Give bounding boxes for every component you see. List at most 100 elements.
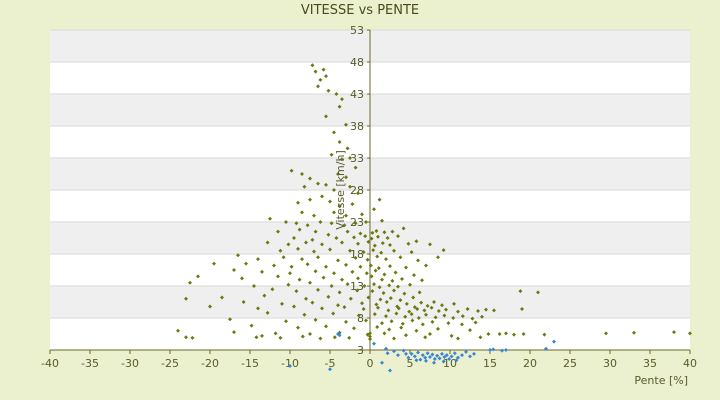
data-point (442, 355, 447, 360)
data-point (300, 210, 304, 215)
data-point (366, 295, 371, 300)
y-tick-label: 33 (350, 152, 364, 165)
data-point (388, 264, 392, 269)
data-point (212, 261, 216, 266)
data-point (394, 311, 399, 316)
data-point (409, 312, 414, 317)
x-tick-label: -5 (325, 357, 336, 370)
data-point (416, 258, 420, 263)
data-point (308, 280, 312, 285)
data-point (428, 332, 432, 336)
data-point (404, 265, 408, 270)
data-point (184, 296, 188, 301)
data-point (364, 318, 368, 323)
data-point (440, 303, 444, 308)
data-point (460, 322, 464, 327)
data-point (292, 236, 296, 240)
data-point (491, 347, 496, 352)
data-points (176, 63, 692, 373)
data-point (447, 356, 452, 361)
data-point (318, 220, 323, 224)
data-point (377, 285, 382, 290)
data-point (276, 229, 280, 234)
data-point (369, 236, 374, 241)
data-point (375, 324, 380, 329)
x-axis-label: Pente [%] (634, 374, 688, 387)
y-tick-label: 23 (350, 216, 364, 229)
data-point (337, 104, 342, 109)
data-point (406, 241, 411, 246)
data-point (401, 226, 406, 231)
data-point (512, 332, 516, 337)
data-point (456, 336, 460, 341)
data-point (371, 248, 376, 253)
data-point (444, 353, 449, 358)
data-point (390, 229, 395, 234)
data-point (382, 272, 387, 277)
data-point (420, 353, 425, 358)
data-point (478, 335, 483, 340)
data-point (376, 266, 381, 271)
data-point (387, 283, 392, 288)
data-point (433, 315, 438, 320)
data-point (300, 334, 305, 339)
x-tick-label: -35 (81, 357, 99, 370)
x-tick-label: 5 (407, 357, 414, 370)
data-point (387, 327, 392, 332)
data-point (356, 313, 361, 318)
data-point (208, 304, 212, 309)
data-point (452, 301, 456, 306)
data-point (313, 69, 318, 74)
data-point (375, 254, 380, 259)
data-point (272, 263, 276, 268)
data-point (296, 246, 300, 251)
data-point (452, 351, 457, 356)
data-point (392, 349, 396, 354)
data-point (289, 168, 294, 173)
data-point (196, 274, 200, 279)
y-tick-label: 53 (350, 24, 364, 37)
data-point (270, 287, 275, 292)
data-point (470, 316, 475, 321)
data-point (396, 306, 401, 311)
data-point (244, 261, 248, 266)
data-point (316, 181, 320, 186)
data-point (300, 257, 304, 262)
data-point (342, 223, 347, 228)
data-point (284, 319, 288, 324)
data-point (288, 364, 292, 368)
data-point (318, 77, 323, 82)
data-point (451, 316, 456, 320)
data-point (368, 337, 372, 342)
y-tick-label: 3 (357, 344, 364, 357)
data-point (265, 240, 270, 245)
data-point (324, 182, 328, 187)
data-point (368, 331, 372, 336)
data-point (294, 289, 299, 294)
data-point (332, 335, 337, 340)
data-point (435, 353, 440, 358)
data-point (188, 280, 192, 285)
y-tick-label: 13 (350, 280, 364, 293)
data-point (385, 351, 390, 356)
data-point (377, 197, 382, 202)
data-point (260, 269, 264, 274)
data-point (369, 274, 374, 279)
data-point (308, 332, 312, 336)
data-point (414, 239, 419, 244)
data-point (321, 67, 326, 72)
data-point (380, 360, 384, 365)
data-point (260, 333, 264, 338)
data-point (331, 311, 336, 316)
x-axis-ticks: -40 -35 -30 -25 -20 -15 -10 -5 0 5 10 15 20 25 30 35 40 (41, 350, 697, 370)
data-point (364, 271, 369, 276)
data-point (468, 354, 472, 359)
data-point (348, 296, 353, 301)
data-point (350, 202, 355, 207)
chart-title: VITESSE vs PENTE (301, 3, 419, 18)
data-point (456, 309, 460, 314)
data-point (344, 319, 348, 324)
data-point (456, 355, 460, 360)
data-point (464, 349, 468, 354)
